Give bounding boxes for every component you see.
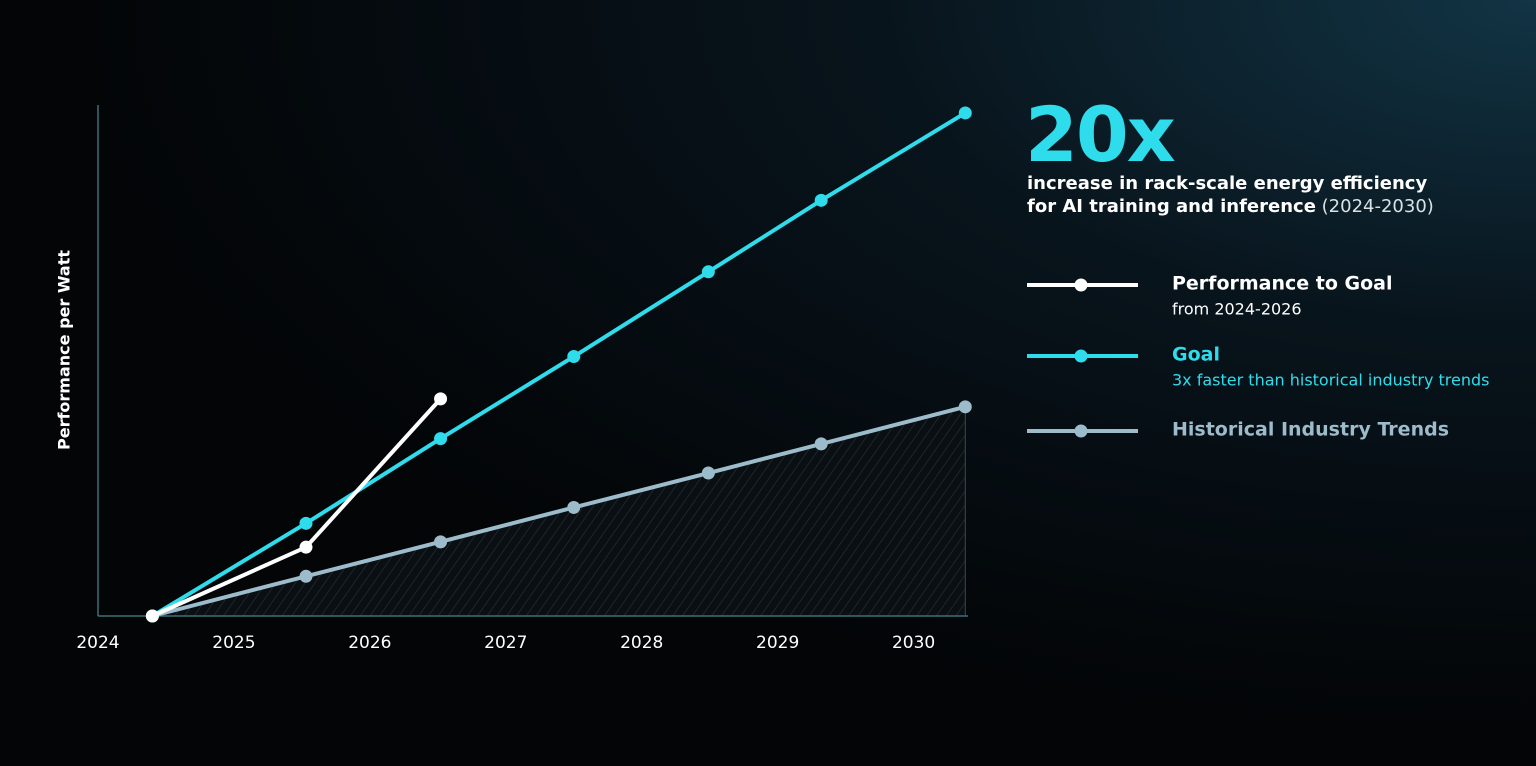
data-point (299, 516, 313, 530)
data-point (299, 540, 313, 554)
headline-text: for AI training and inference (1027, 196, 1316, 217)
data-point (299, 569, 313, 583)
x-tick-label: 2028 (620, 633, 663, 653)
data-point (958, 400, 972, 414)
x-tick-label: 2024 (76, 633, 119, 653)
data-point (434, 432, 448, 446)
legend-dot (1074, 349, 1088, 363)
x-tick-label: 2029 (756, 633, 799, 653)
data-point (814, 193, 828, 207)
data-point (145, 609, 159, 623)
headline: 20x (1025, 90, 1175, 179)
legend-name: Goal (1172, 344, 1220, 366)
legend-name: Performance to Goal (1172, 273, 1393, 295)
headline-text: increase in rack-scale energy efficiency (1027, 173, 1427, 194)
data-point (958, 106, 972, 120)
data-point (814, 437, 828, 451)
legend-description: 3x faster than historical industry trend… (1172, 371, 1489, 390)
y-axis-label: Performance per Watt (55, 250, 74, 450)
x-tick-label: 2027 (484, 633, 527, 653)
x-tick-label: 2026 (348, 633, 391, 653)
legend-dot (1074, 278, 1088, 292)
legend-dot (1074, 424, 1088, 438)
headline-text: for AI training and inference (2024-2030… (1027, 196, 1434, 217)
x-tick-label: 2030 (892, 633, 935, 653)
data-point (701, 466, 715, 480)
x-tick-label: 2025 (212, 633, 255, 653)
legend-name: Historical Industry Trends (1172, 419, 1449, 441)
legend-description: from 2024-2026 (1172, 300, 1302, 319)
headline-period: (2024-2030) (1322, 196, 1434, 217)
data-point (434, 392, 448, 406)
data-point (567, 350, 581, 364)
data-point (701, 265, 715, 279)
data-point (567, 500, 581, 514)
data-point (434, 535, 448, 549)
